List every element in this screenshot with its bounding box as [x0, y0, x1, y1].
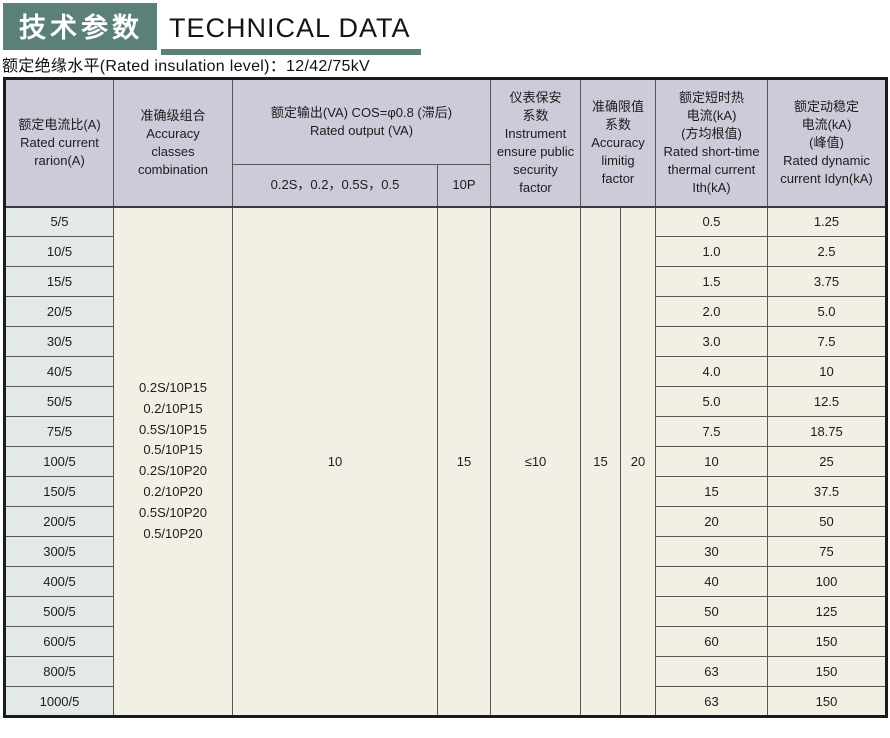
technical-data-table: 额定电流比(A) Rated current rarion(A) 准确级组合 A… — [3, 77, 888, 718]
dynamic-current-cell: 1.25 — [767, 205, 887, 237]
col-header-rated-output: 额定输出(VA) COS=φ0.8 (滞后) Rated output (VA) — [232, 78, 491, 165]
rated-current-ratio-cell: 1000/5 — [4, 686, 114, 717]
dynamic-current-cell: 10 — [767, 356, 887, 387]
thermal-current-cell: 20 — [655, 506, 768, 537]
rated-current-ratio-cell: 40/5 — [4, 356, 114, 387]
thermal-current-cell: 15 — [655, 476, 768, 507]
rated-current-ratio-cell: 800/5 — [4, 656, 114, 687]
table-row: 150/5 15 37.5 — [4, 476, 887, 507]
accuracy-limit-15-cell: 15 — [580, 205, 621, 717]
rated-current-ratio-cell: 500/5 — [4, 596, 114, 627]
page-header: 技术参数 TECHNICAL DATA — [3, 3, 421, 55]
accuracy-limit-20-cell: 20 — [620, 205, 656, 717]
dynamic-current-cell: 50 — [767, 506, 887, 537]
col-header-rated-current-ratio: 额定电流比(A) Rated current rarion(A) — [4, 78, 114, 207]
dynamic-current-cell: 37.5 — [767, 476, 887, 507]
rated-current-ratio-cell: 100/5 — [4, 446, 114, 477]
table-row: 100/5 10 25 — [4, 446, 887, 477]
rated-output-value-cell: 10 — [232, 205, 438, 717]
table-row: 75/5 7.5 18.75 — [4, 416, 887, 447]
header-row-2: 0.2S，0.2，0.5S，0.5 10P — [5, 164, 887, 207]
rated-current-ratio-cell: 15/5 — [4, 266, 114, 297]
col-header-accuracy-limit-factor: 准确限值 系数 Accuracy limitig factor — [580, 78, 656, 207]
dynamic-current-cell: 18.75 — [767, 416, 887, 447]
table-row: 500/5 50 125 — [4, 596, 887, 627]
rated-current-ratio-cell: 30/5 — [4, 326, 114, 357]
table-row: 200/5 20 50 — [4, 506, 887, 537]
thermal-current-cell: 7.5 — [655, 416, 768, 447]
col-header-short-time-thermal-current: 额定短时热 电流(kA) (方均根值) Rated short-time the… — [655, 78, 768, 207]
dynamic-current-cell: 12.5 — [767, 386, 887, 417]
table-row: 50/5 5.0 12.5 — [4, 386, 887, 417]
thermal-current-cell: 60 — [655, 626, 768, 657]
col-header-accuracy-classes: 准确级组合 Accuracy classes combination — [113, 78, 233, 207]
dynamic-current-cell: 150 — [767, 626, 887, 657]
header-row-1: 额定电流比(A) Rated current rarion(A) 准确级组合 A… — [4, 78, 887, 207]
subheader-output-classes: 0.2S，0.2，0.5S，0.5 — [232, 164, 438, 207]
accuracy-combination-cell: 0.2S/10P15 0.2/10P15 0.5S/10P15 0.5/10P1… — [113, 205, 233, 717]
subheader-output-10p: 10P — [437, 164, 491, 207]
col-header-dynamic-current: 额定动稳定 电流(kA) (峰值) Rated dynamic current … — [767, 78, 887, 207]
table-row: 10/5 1.0 2.5 — [4, 236, 887, 267]
thermal-current-cell: 30 — [655, 536, 768, 567]
table-row: 30/5 3.0 7.5 — [4, 326, 887, 357]
rated-current-ratio-cell: 150/5 — [4, 476, 114, 507]
section-title-english: TECHNICAL DATA — [161, 13, 421, 55]
thermal-current-cell: 2.0 — [655, 296, 768, 327]
thermal-current-cell: 40 — [655, 566, 768, 597]
rated-current-ratio-cell: 20/5 — [4, 296, 114, 327]
thermal-current-cell: 63 — [655, 656, 768, 687]
thermal-current-cell: 3.0 — [655, 326, 768, 357]
section-title-chinese: 技术参数 — [3, 3, 157, 50]
thermal-current-cell: 1.5 — [655, 266, 768, 297]
thermal-current-cell: 10 — [655, 446, 768, 477]
dynamic-current-cell: 125 — [767, 596, 887, 627]
dynamic-current-cell: 5.0 — [767, 296, 887, 327]
dynamic-current-cell: 150 — [767, 656, 887, 687]
dynamic-current-cell: 150 — [767, 686, 887, 717]
table-row: 400/5 40 100 — [4, 566, 887, 597]
dynamic-current-cell: 3.75 — [767, 266, 887, 297]
thermal-current-cell: 4.0 — [655, 356, 768, 387]
rated-current-ratio-cell: 300/5 — [4, 536, 114, 567]
thermal-current-cell: 5.0 — [655, 386, 768, 417]
rated-current-ratio-cell: 50/5 — [4, 386, 114, 417]
dynamic-current-cell: 25 — [767, 446, 887, 477]
table-row: 15/5 1.5 3.75 — [4, 266, 887, 297]
rated-current-ratio-cell: 600/5 — [4, 626, 114, 657]
thermal-current-cell: 1.0 — [655, 236, 768, 267]
table-row: 1000/5 63 150 — [4, 686, 887, 717]
rated-current-ratio-cell: 10/5 — [4, 236, 114, 267]
dynamic-current-cell: 75 — [767, 536, 887, 567]
table-row: 20/5 2.0 5.0 — [4, 296, 887, 327]
rated-current-ratio-cell: 400/5 — [4, 566, 114, 597]
table-row: 5/5 0.2S/10P15 0.2/10P15 0.5S/10P15 0.5/… — [4, 205, 887, 717]
rated-output-10p-value-cell: 15 — [437, 205, 491, 717]
dynamic-current-cell: 7.5 — [767, 326, 887, 357]
thermal-current-cell: 50 — [655, 596, 768, 627]
dynamic-current-cell: 2.5 — [767, 236, 887, 267]
rated-current-ratio-cell: 75/5 — [4, 416, 114, 447]
col-header-instrument-security-factor: 仪表保安 系数 Instrument ensure public securit… — [490, 78, 581, 207]
rated-current-ratio-cell: 200/5 — [4, 506, 114, 537]
thermal-current-cell: 0.5 — [655, 205, 768, 237]
table-row: 300/5 30 75 — [4, 536, 887, 567]
table-row: 800/5 63 150 — [4, 656, 887, 687]
instrument-security-value-cell: ≤10 — [490, 205, 581, 717]
dynamic-current-cell: 100 — [767, 566, 887, 597]
rated-insulation-level: 额定绝缘水平(Rated insulation level)：12/42/75k… — [2, 58, 371, 75]
rated-current-ratio-cell: 5/5 — [4, 205, 114, 237]
thermal-current-cell: 63 — [655, 686, 768, 717]
